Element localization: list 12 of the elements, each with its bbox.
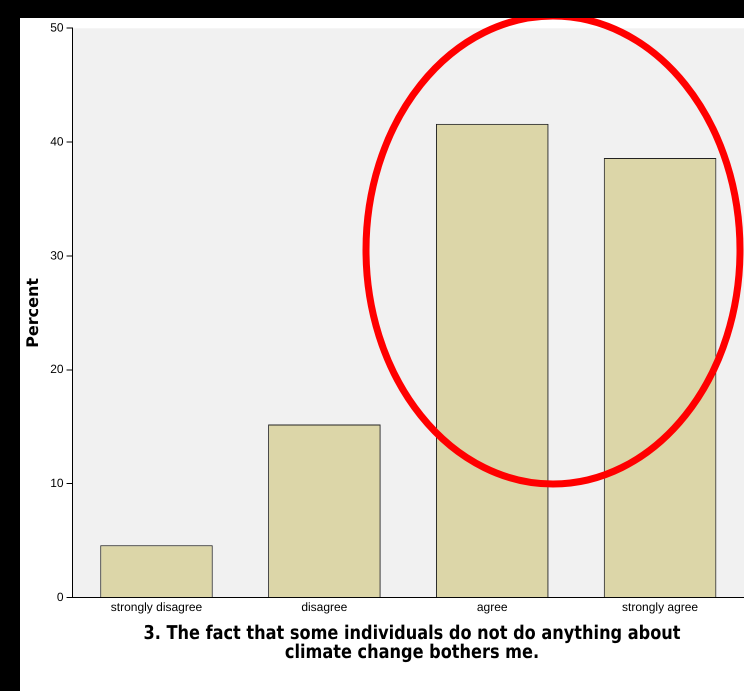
x-tick-label: strongly agree bbox=[622, 600, 698, 614]
x-axis-title: 3. The fact that some individuals do not do anything about climate change bothers me. bbox=[142, 622, 682, 663]
y-tick-label: 20 bbox=[50, 362, 64, 376]
y-tick-label: 0 bbox=[56, 590, 64, 604]
y-tick-label: 40 bbox=[50, 134, 64, 148]
y-tick-label: 50 bbox=[50, 20, 64, 35]
x-tick-label: disagree bbox=[301, 600, 348, 614]
y-tick-label: 30 bbox=[50, 248, 64, 262]
y-tick-label: 10 bbox=[50, 476, 64, 490]
x-tick-label: agree bbox=[476, 600, 508, 614]
y-axis-title: Percent bbox=[22, 278, 42, 348]
x-tick-label: strongly disagree bbox=[110, 600, 202, 614]
